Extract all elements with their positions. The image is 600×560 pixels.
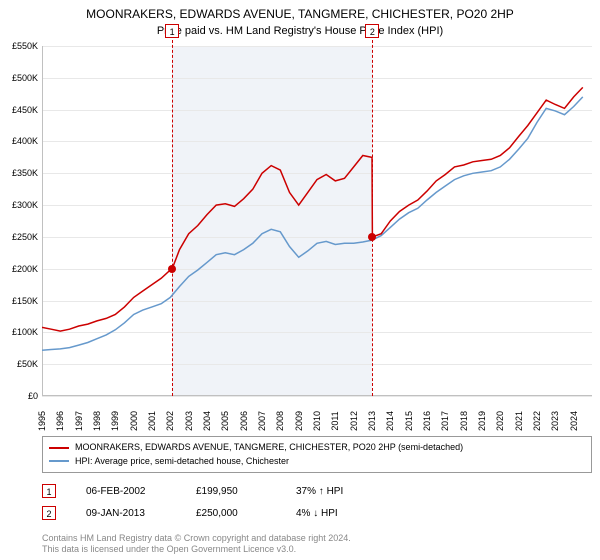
y-tick-label: £0 [0,391,38,401]
x-tick-label: 2018 [459,411,469,431]
x-tick-label: 2017 [440,411,450,431]
x-tick-label: 1995 [37,411,47,431]
x-tick-label: 2000 [129,411,139,431]
sales-diff-1: 37% ↑ HPI [296,486,386,497]
y-tick-label: £300K [0,200,38,210]
x-tick-label: 2002 [165,411,175,431]
x-tick-label: 2022 [532,411,542,431]
x-tick-label: 2019 [477,411,487,431]
y-tick-label: £550K [0,41,38,51]
x-tick-label: 1996 [55,411,65,431]
x-tick-label: 2020 [495,411,505,431]
y-tick-label: £500K [0,73,38,83]
chart-lines [42,46,592,396]
legend-swatch-1 [49,447,69,449]
y-tick-label: £200K [0,264,38,274]
x-tick-label: 2008 [275,411,285,431]
x-tick-label: 2011 [330,411,340,430]
sales-price-1: £199,950 [196,486,266,497]
sales-row-1: 1 06-FEB-2002 £199,950 37% ↑ HPI [42,480,592,502]
x-tick-label: 2012 [349,411,359,431]
y-tick-label: £400K [0,136,38,146]
x-tick-label: 2023 [550,411,560,431]
x-tick-label: 1997 [74,411,84,431]
sales-marker-2: 2 [42,506,56,520]
x-tick-label: 2003 [184,411,194,431]
series-line [42,97,583,350]
x-tick-label: 2010 [312,411,322,431]
legend-label-1: MOONRAKERS, EDWARDS AVENUE, TANGMERE, CH… [75,441,463,455]
legend-row-1: MOONRAKERS, EDWARDS AVENUE, TANGMERE, CH… [49,441,585,455]
footer-line-1: Contains HM Land Registry data © Crown c… [42,533,351,545]
sales-diff-2: 4% ↓ HPI [296,508,386,519]
sales-table: 1 06-FEB-2002 £199,950 37% ↑ HPI 2 09-JA… [42,480,592,524]
legend: MOONRAKERS, EDWARDS AVENUE, TANGMERE, CH… [42,436,592,473]
x-tick-label: 2021 [514,411,524,431]
x-tick-label: 2009 [294,411,304,431]
y-tick-label: £250K [0,232,38,242]
legend-row-2: HPI: Average price, semi-detached house,… [49,455,585,469]
marker-dot [368,233,376,241]
y-tick-label: £150K [0,296,38,306]
plot-area: £0£50K£100K£150K£200K£250K£300K£350K£400… [42,46,592,396]
marker-box: 1 [165,24,179,38]
x-tick-label: 2014 [385,411,395,431]
y-tick-label: £100K [0,327,38,337]
series-line [42,87,583,331]
sales-price-2: £250,000 [196,508,266,519]
x-tick-label: 2001 [147,411,157,431]
chart-subtitle: Price paid vs. HM Land Registry's House … [0,23,600,37]
x-tick-label: 2007 [257,411,267,431]
marker-box: 2 [365,24,379,38]
sales-date-1: 06-FEB-2002 [86,486,166,497]
x-tick-label: 2006 [239,411,249,431]
y-gridline [42,396,592,397]
x-tick-label: 2004 [202,411,212,431]
x-tick-label: 2015 [404,411,414,431]
x-tick-label: 2013 [367,411,377,431]
x-tick-label: 2024 [569,411,579,431]
x-tick-label: 2016 [422,411,432,431]
x-tick-label: 1999 [110,411,120,431]
legend-label-2: HPI: Average price, semi-detached house,… [75,455,289,469]
x-tick-label: 1998 [92,411,102,431]
x-tick-label: 2005 [220,411,230,431]
sales-marker-1: 1 [42,484,56,498]
chart-container: MOONRAKERS, EDWARDS AVENUE, TANGMERE, CH… [0,0,600,560]
footer: Contains HM Land Registry data © Crown c… [42,533,351,556]
footer-line-2: This data is licensed under the Open Gov… [42,544,351,556]
sales-row-2: 2 09-JAN-2013 £250,000 4% ↓ HPI [42,502,592,524]
y-tick-label: £50K [0,359,38,369]
y-tick-label: £450K [0,105,38,115]
marker-dot [168,265,176,273]
plot-inner: £0£50K£100K£150K£200K£250K£300K£350K£400… [42,46,592,396]
sales-date-2: 09-JAN-2013 [86,508,166,519]
chart-title: MOONRAKERS, EDWARDS AVENUE, TANGMERE, CH… [0,0,600,23]
legend-swatch-2 [49,460,69,462]
y-tick-label: £350K [0,168,38,178]
